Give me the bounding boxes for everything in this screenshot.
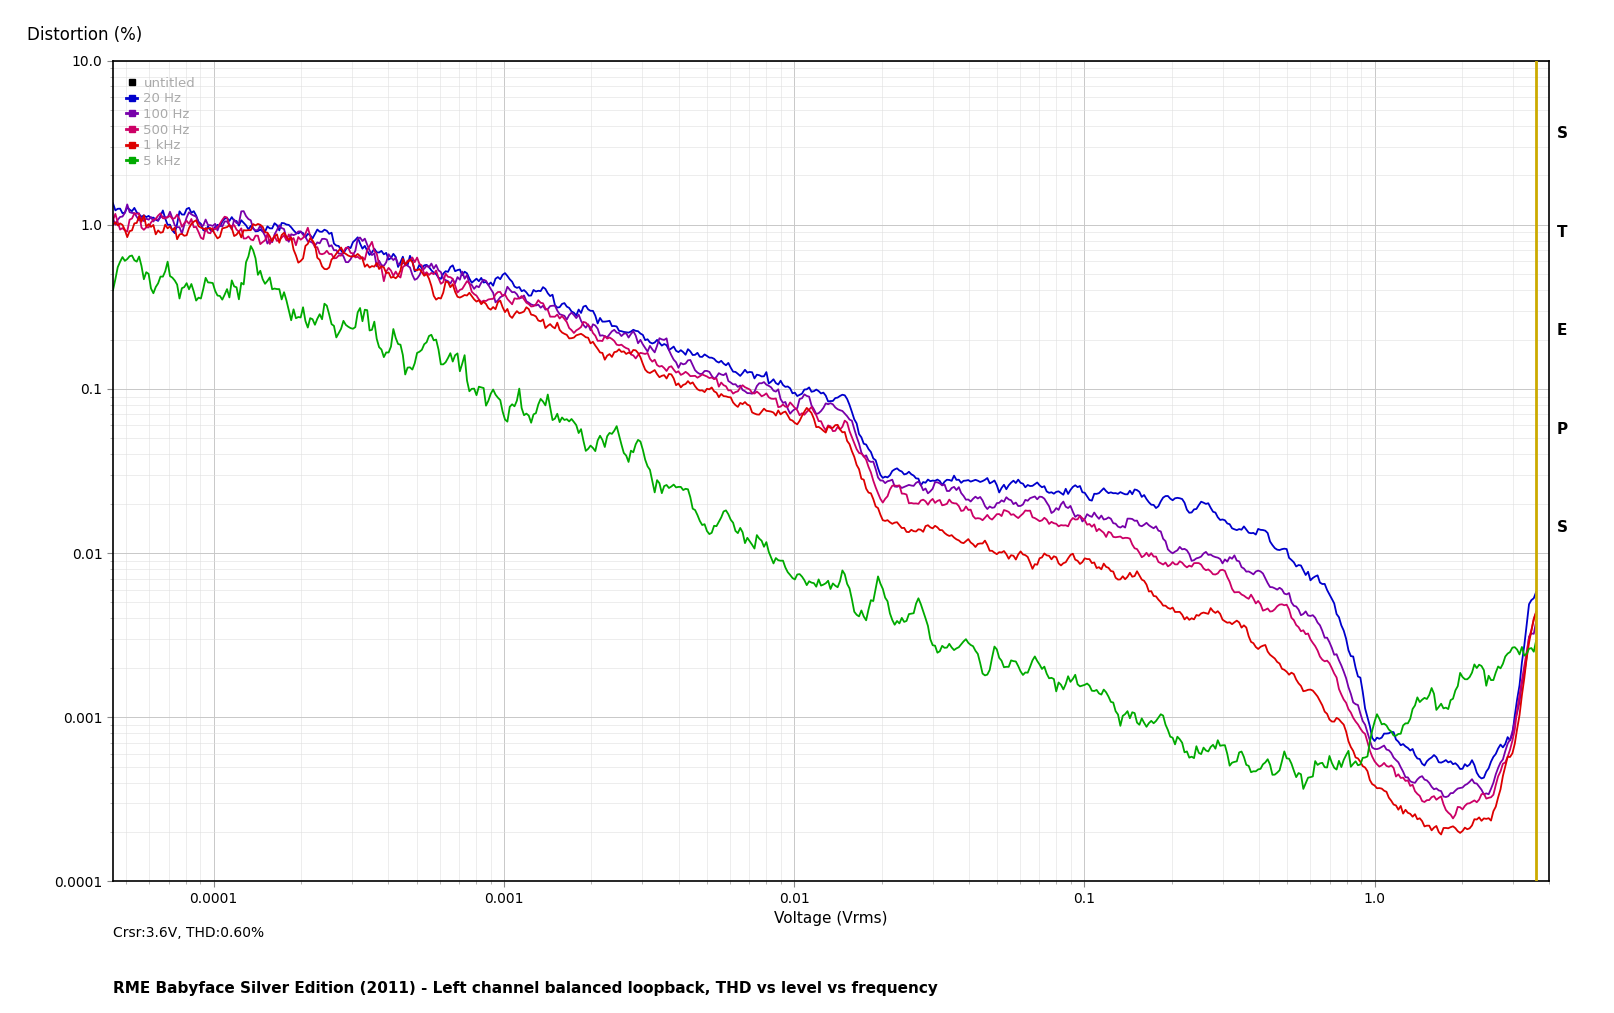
- Line: 100 Hz: 100 Hz: [113, 205, 1537, 797]
- 100 Hz: [1436, 791, 1456, 803]
- 100 Hz: [1177, 544, 1196, 556]
- 1 kHz: [1056, 556, 1075, 568]
- 100 Hz: [471, 277, 491, 289]
- Text: S: S: [1556, 127, 1567, 142]
- 500 Hz: [944, 497, 964, 510]
- 100 Hz: [118, 199, 137, 211]
- 20 Hz: [1527, 586, 1546, 598]
- 5 kHz: [944, 644, 964, 656]
- 1 kHz: [944, 532, 964, 544]
- 5 kHz: [240, 240, 260, 252]
- Text: Crsr:3.6V, THD:0.60%: Crsr:3.6V, THD:0.60%: [113, 926, 265, 940]
- 1 kHz: [358, 258, 378, 270]
- 500 Hz: [1056, 520, 1075, 532]
- 100 Hz: [103, 213, 123, 225]
- 5 kHz: [1527, 634, 1546, 646]
- 5 kHz: [471, 381, 491, 393]
- 500 Hz: [103, 214, 123, 226]
- 100 Hz: [1056, 500, 1075, 513]
- 500 Hz: [1177, 561, 1196, 573]
- 5 kHz: [1177, 746, 1196, 758]
- X-axis label: Voltage (Vrms): Voltage (Vrms): [775, 912, 888, 926]
- 500 Hz: [150, 208, 169, 220]
- Line: 1 kHz: 1 kHz: [113, 216, 1537, 835]
- Text: RME Babyface Silver Edition (2011) - Left channel balanced loopback, THD vs leve: RME Babyface Silver Edition (2011) - Lef…: [113, 981, 938, 996]
- 20 Hz: [470, 276, 489, 288]
- Text: S: S: [1556, 521, 1567, 535]
- 20 Hz: [943, 475, 962, 487]
- 1 kHz: [471, 298, 491, 310]
- 100 Hz: [749, 377, 768, 389]
- 1 kHz: [1177, 611, 1196, 623]
- Line: 5 kHz: 5 kHz: [113, 246, 1537, 789]
- 500 Hz: [1527, 606, 1546, 618]
- 5 kHz: [1294, 783, 1314, 795]
- Text: E: E: [1556, 323, 1567, 338]
- 5 kHz: [1056, 678, 1075, 690]
- 1 kHz: [134, 210, 153, 222]
- 1 kHz: [749, 408, 768, 420]
- 20 Hz: [747, 369, 767, 381]
- 20 Hz: [1472, 772, 1491, 784]
- Legend: untitled, 20 Hz, 100 Hz, 500 Hz, 1 kHz, 5 kHz: untitled, 20 Hz, 100 Hz, 500 Hz, 1 kHz, …: [121, 72, 200, 173]
- 20 Hz: [1175, 496, 1194, 509]
- 100 Hz: [944, 481, 964, 493]
- 500 Hz: [358, 244, 378, 256]
- 100 Hz: [358, 239, 378, 251]
- 20 Hz: [1054, 488, 1073, 500]
- 5 kHz: [749, 533, 768, 545]
- 500 Hz: [749, 387, 768, 399]
- Line: 20 Hz: 20 Hz: [113, 204, 1537, 778]
- 500 Hz: [1443, 812, 1462, 825]
- 1 kHz: [1432, 829, 1451, 841]
- 1 kHz: [103, 219, 123, 231]
- 100 Hz: [1527, 615, 1546, 627]
- 1 kHz: [1527, 607, 1546, 619]
- Text: T: T: [1556, 225, 1567, 240]
- 20 Hz: [103, 198, 123, 210]
- Text: Distortion (%): Distortion (%): [27, 26, 142, 45]
- 5 kHz: [103, 284, 123, 296]
- Text: P: P: [1556, 421, 1567, 437]
- 500 Hz: [471, 296, 491, 308]
- 20 Hz: [355, 240, 374, 252]
- Line: 500 Hz: 500 Hz: [113, 214, 1537, 819]
- 5 kHz: [358, 304, 378, 316]
